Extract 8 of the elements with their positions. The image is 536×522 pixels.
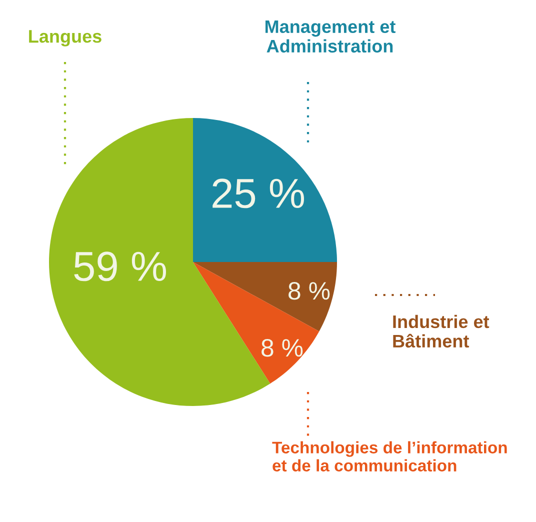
slice-label: Langues (29, 30, 102, 46)
legend-label: Industrie et Bâtiment (393, 314, 490, 348)
slice-label: Technologies de l’information et de la communication (272, 441, 507, 472)
data-label: 8 % (288, 282, 330, 300)
data-label: 59 % (74, 252, 166, 282)
data-label: 25 % (212, 178, 304, 208)
data-label: 8 % (262, 339, 303, 357)
slice-label: Management et Administration (265, 20, 396, 53)
